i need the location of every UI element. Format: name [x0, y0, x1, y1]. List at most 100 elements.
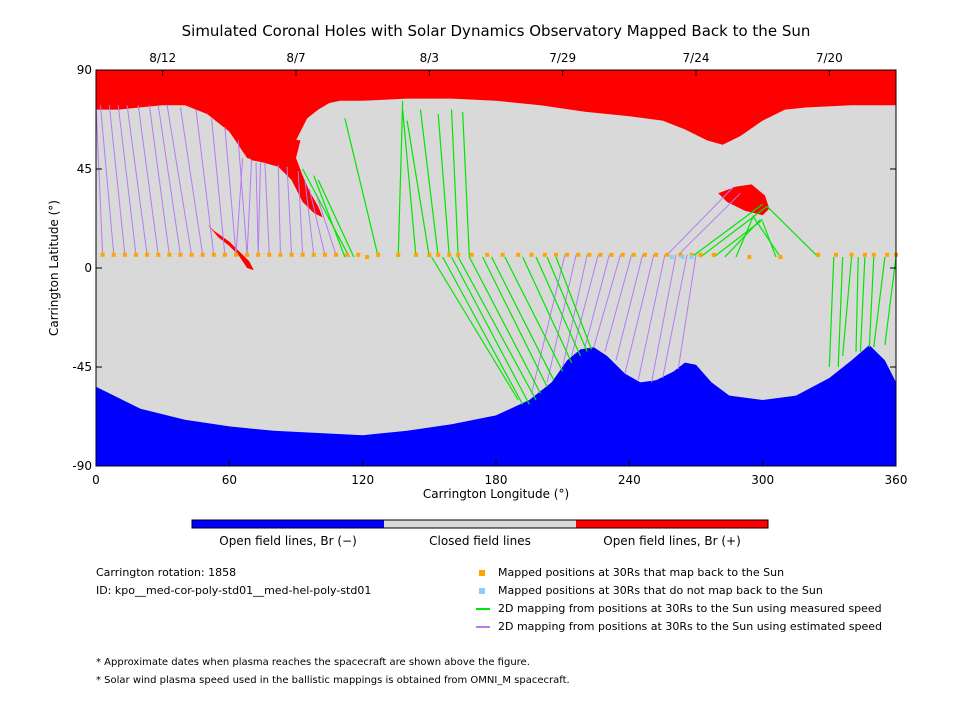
measured-mapping-line — [691, 203, 764, 258]
estimated-mapping-line — [604, 254, 633, 352]
estimated-mapping-line — [264, 162, 270, 255]
estimated-mapping-line — [179, 107, 204, 255]
mapped-point — [111, 252, 116, 257]
legend-line-icon — [476, 626, 490, 628]
x-tick-label: 60 — [222, 473, 237, 487]
measured-mapping-line — [859, 256, 866, 352]
estimated-mapping-line — [224, 127, 237, 255]
top-date-label: 7/29 — [549, 51, 576, 65]
top-date-label: 8/7 — [286, 51, 305, 65]
estimated-mapping-line — [166, 105, 193, 255]
estimated-mapping-line — [157, 105, 181, 255]
colorbar-label-positive: Open field lines, Br (+) — [603, 534, 741, 548]
estimated-mapping-line — [95, 105, 104, 255]
mapped-point — [414, 252, 418, 257]
measured-mapping-line — [555, 256, 593, 350]
mapped-point — [485, 252, 490, 257]
mapped-point — [554, 252, 558, 257]
estimated-mapping-line — [126, 105, 148, 255]
measured-mapping-line — [522, 256, 573, 363]
chart-title: Simulated Coronal Holes with Solar Dynam… — [182, 22, 811, 40]
top-date-label: 7/20 — [816, 51, 843, 65]
plot-area — [96, 70, 896, 466]
mapped-point — [529, 252, 534, 257]
estimated-mapping-line — [257, 162, 261, 255]
colorbar-closed — [384, 520, 576, 528]
estimated-mapping-line — [546, 254, 577, 383]
mapped-point — [234, 252, 238, 257]
legend-label: 2D mapping from positions at 30Rs to the… — [498, 620, 883, 633]
measured-mapping-line — [762, 221, 777, 258]
x-axis-title: Carrington Longitude (°) — [423, 487, 569, 501]
mapped-point — [456, 252, 461, 257]
mapped-point — [698, 252, 703, 257]
mapped-point — [689, 252, 694, 257]
x-tick-label: 0 — [92, 473, 100, 487]
x-tick-label: 180 — [485, 473, 508, 487]
measured-mapping-line — [753, 217, 781, 258]
mapped-point — [816, 252, 821, 257]
mapped-point — [178, 252, 183, 257]
measured-mapping-line — [868, 256, 875, 348]
mapped-point — [222, 252, 227, 257]
measured-mapping-line — [700, 205, 768, 258]
colorbar-positive — [576, 520, 768, 528]
mapped-point — [587, 252, 592, 257]
estimated-mapping-line — [246, 160, 253, 255]
measured-mapping-line — [317, 179, 355, 258]
mapped-point — [334, 252, 338, 257]
measured-mapping-line — [468, 256, 541, 394]
measured-mapping-line — [842, 256, 853, 357]
mapped-point — [427, 252, 432, 257]
y-tick-label: 90 — [77, 63, 92, 77]
mapping-lines — [95, 100, 897, 405]
top-date-label: 8/12 — [149, 51, 176, 65]
estimated-mapping-line — [651, 254, 677, 383]
mapped-point — [345, 252, 350, 257]
estimated-mapping-line — [593, 254, 621, 348]
axes: 0 60 120 180 240 300 360 -90 -45 0 45 90 8/12 8/7 8/3 7… — [72, 51, 907, 487]
footnote: * Solar wind plasma speed used in the ba… — [96, 675, 570, 686]
estimated-mapping-line — [662, 254, 688, 379]
mapped-point — [300, 252, 305, 257]
mapped-point — [576, 252, 581, 257]
mapped-point — [134, 252, 138, 257]
mapped-point — [778, 255, 783, 259]
estimated-mapping-line — [624, 254, 655, 374]
y-tick-label: 0 — [84, 261, 92, 275]
x-tick-label: 120 — [351, 473, 374, 487]
footnote: * Approximate dates when plasma reaches … — [96, 657, 530, 668]
legend-label: Mapped positions at 30Rs that do not map… — [498, 584, 823, 597]
estimated-mapping-line — [137, 105, 159, 255]
measured-mapping-line — [873, 256, 886, 348]
y-tick-label: 45 — [77, 162, 92, 176]
measured-mapping-line — [442, 256, 524, 405]
positive-coronal-hole-patch — [229, 131, 323, 218]
mapped-point — [289, 252, 294, 257]
mapped-point — [436, 252, 441, 257]
mapped-point — [654, 252, 658, 257]
mapped-point — [211, 252, 216, 257]
measured-mapping-line — [451, 256, 530, 405]
estimated-mapping-line — [615, 254, 644, 361]
mapped-point — [609, 252, 614, 257]
measured-mapping-line — [302, 168, 350, 258]
estimated-mapping-line — [286, 166, 293, 255]
colorbar-negative — [192, 520, 384, 528]
measured-mapping-line — [402, 109, 417, 258]
estimated-mapping-line — [148, 105, 170, 255]
colorbar — [191, 519, 769, 529]
measured-mapping-line — [837, 256, 844, 368]
mapped-points — [100, 252, 898, 259]
estimated-mapping-line — [562, 254, 588, 368]
legend-square-icon — [479, 570, 485, 576]
estimated-mapping-line — [666, 186, 735, 256]
legend-label: 2D mapping from positions at 30Rs to the… — [498, 602, 882, 615]
measured-mapping-line — [437, 113, 450, 258]
mapped-point — [396, 252, 401, 257]
top-date-label: 8/3 — [420, 51, 439, 65]
measured-mapping-line — [462, 111, 470, 258]
mapped-point — [834, 252, 838, 257]
legend-square-icon — [479, 588, 485, 594]
mapped-point — [365, 255, 370, 259]
